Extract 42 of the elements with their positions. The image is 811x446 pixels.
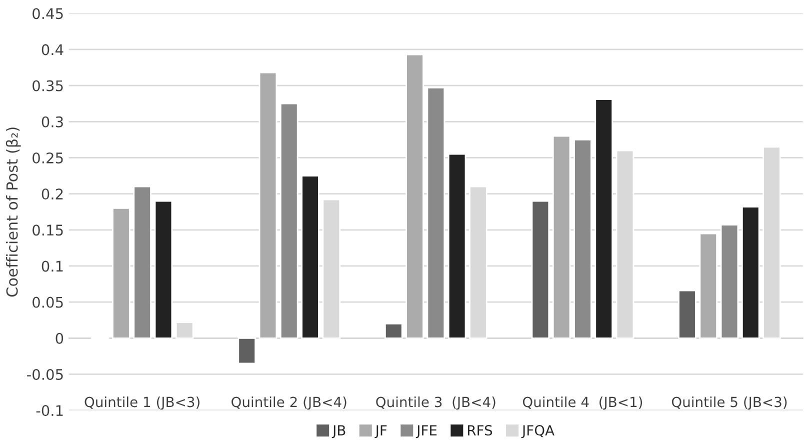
bar (133, 186, 152, 339)
bar (384, 323, 403, 339)
bar (448, 153, 466, 339)
bar (699, 232, 718, 339)
y-tick-label: 0.2 (42, 188, 63, 200)
bar (301, 175, 320, 339)
bar (531, 200, 550, 339)
bar (594, 98, 613, 339)
bar (552, 135, 571, 339)
legend-label: JF (374, 425, 387, 438)
x-tick-label: Quintile 2 (JB<4) (232, 396, 346, 410)
y-tick-label: 0.05 (32, 296, 63, 308)
legend-label: RFS (468, 425, 492, 436)
y-tick-label: 0 (56, 332, 64, 344)
bar (678, 290, 696, 339)
x-tick-label: Quintile 3 (JB<4) (376, 396, 496, 410)
y-tick-label: -0.1 (36, 405, 63, 416)
bar (741, 206, 760, 339)
bar (406, 54, 424, 339)
bar (258, 72, 278, 339)
x-tick-label: Quintile 1 (JB<3) (84, 396, 200, 410)
bar (574, 138, 592, 339)
bar (112, 208, 130, 339)
y-tick-label: 0.4 (42, 44, 64, 56)
legend-label: JFE (416, 425, 437, 438)
y-tick-label: 0.15 (32, 224, 63, 236)
y-tick-label: 0.45 (32, 8, 63, 20)
y-tick-label: -0.05 (27, 368, 63, 380)
x-tick-label: Quintile 5 (JB<3) (672, 396, 787, 410)
bar (280, 102, 298, 339)
bar (426, 87, 446, 339)
legend-label: JFQA (521, 425, 554, 438)
bar (720, 224, 739, 339)
y-tick-label: 0.3 (42, 116, 63, 128)
legend-label: JB (332, 425, 346, 438)
y-axis-title: Coefficient of Post (β₂) (6, 128, 21, 297)
bar (238, 337, 256, 364)
bar (154, 200, 173, 339)
x-tick-label: Quintile 4 (JB<1) (522, 396, 642, 410)
y-tick-label: 0.1 (42, 260, 63, 272)
y-tick-label: 0.35 (32, 80, 63, 92)
y-tick-label: 0.25 (32, 152, 63, 164)
